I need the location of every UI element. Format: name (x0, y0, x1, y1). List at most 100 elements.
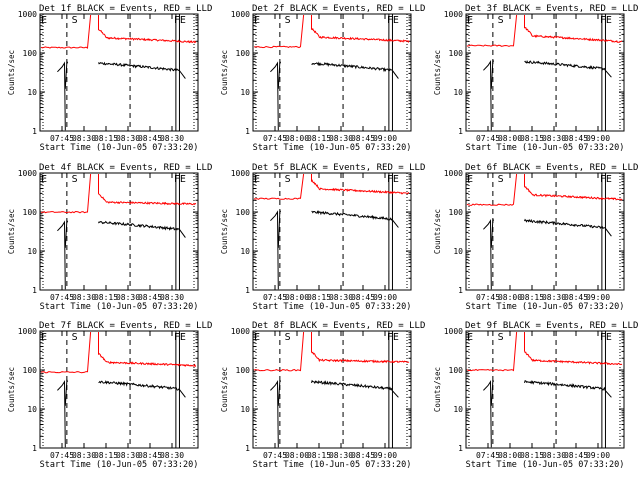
y-axis-label: Counts/sec (7, 367, 16, 412)
x-tick-label: 07:45 (476, 451, 500, 460)
y-tick-label: 10 (27, 405, 37, 414)
marker-e: E (41, 174, 47, 185)
x-tick-label: 08:00 (285, 451, 309, 460)
x-tick-label: 09:00 (586, 451, 610, 460)
marker-fe: FE (174, 15, 186, 26)
y-tick-label: 1 (245, 286, 250, 295)
lld-series (466, 173, 623, 206)
marker-e: E (467, 174, 473, 185)
marker-fe: FE (600, 174, 612, 185)
y-tick-label: 1000 (444, 169, 463, 178)
x-axis-label: Start Time (10-Jun-05 07:33:20) (253, 143, 412, 153)
x-tick-label: 08:45 (351, 134, 375, 143)
x-tick-label: 07:45 (476, 293, 500, 302)
x-tick-label: 08:30 (72, 451, 96, 460)
x-tick-label: 08:30 (329, 451, 353, 460)
panel-title: Det 2f BLACK = Events, RED = LLD (252, 4, 425, 14)
x-tick-label: 07:45 (50, 451, 74, 460)
panel-title: Det 6f BLACK = Events, RED = LLD (465, 163, 638, 173)
plot-frame (465, 172, 625, 291)
x-tick-label: 08:00 (285, 293, 309, 302)
x-tick-label: 07:45 (50, 134, 74, 143)
panel-title: Det 1f BLACK = Events, RED = LLD (39, 4, 212, 14)
x-tick-label: 08:45 (351, 293, 375, 302)
x-axis-label: Start Time (10-Jun-05 07:33:20) (40, 143, 199, 153)
x-tick-label: 08:00 (285, 134, 309, 143)
marker-s: S (498, 332, 504, 343)
x-tick-label: 08:00 (498, 293, 522, 302)
lld-series (466, 331, 623, 372)
y-tick-label: 1 (245, 127, 250, 136)
y-tick-label: 100 (236, 49, 251, 58)
x-tick-label: 09:00 (373, 451, 397, 460)
y-tick-label: 10 (453, 88, 463, 97)
x-tick-label: 08:00 (498, 451, 522, 460)
y-tick-label: 100 (449, 366, 464, 375)
marker-s: S (285, 174, 291, 185)
y-axis-label: Counts/sec (433, 367, 442, 412)
y-tick-label: 100 (449, 49, 464, 58)
y-tick-label: 1000 (18, 10, 37, 19)
marker-fe: FE (600, 15, 612, 26)
plot-frame (252, 172, 412, 291)
x-tick-label: 09:00 (373, 293, 397, 302)
x-tick-label: 08:30 (160, 134, 184, 143)
plot-frame (465, 13, 625, 132)
lld-series (254, 14, 410, 49)
marker-s: S (285, 15, 291, 26)
events-series (270, 61, 399, 131)
plot-frame (465, 330, 625, 449)
marker-s: S (498, 15, 504, 26)
x-tick-label: 08:45 (564, 293, 588, 302)
y-tick-label: 100 (236, 208, 251, 217)
y-tick-label: 10 (27, 88, 37, 97)
y-tick-label: 10 (240, 247, 250, 256)
events-series (270, 379, 399, 448)
marker-fe: FE (174, 332, 186, 343)
y-tick-label: 1000 (231, 169, 250, 178)
panel-title: Det 3f BLACK = Events, RED = LLD (465, 4, 638, 14)
events-series (483, 379, 612, 448)
marker-e: E (41, 15, 47, 26)
x-tick-label: 08:45 (564, 451, 588, 460)
x-tick-label: 07:45 (263, 293, 287, 302)
plot-frame (252, 330, 412, 449)
y-tick-label: 1000 (444, 10, 463, 19)
y-tick-label: 100 (449, 208, 464, 217)
x-tick-label: 07:45 (476, 134, 500, 143)
x-tick-label: 08:30 (542, 134, 566, 143)
y-axis-label: Counts/sec (7, 209, 16, 254)
x-axis-label: Start Time (10-Jun-05 07:33:20) (466, 302, 625, 312)
panel-title: Det 5f BLACK = Events, RED = LLD (252, 163, 425, 173)
marker-e: E (467, 15, 473, 26)
marker-s: S (285, 332, 291, 343)
x-tick-label: 08:45 (138, 293, 162, 302)
x-tick-label: 08:15 (307, 134, 331, 143)
events-series (483, 218, 612, 290)
y-tick-label: 1 (458, 127, 463, 136)
y-tick-label: 10 (27, 247, 37, 256)
marker-e: E (41, 332, 47, 343)
plot-frame (252, 13, 412, 132)
x-tick-label: 08:30 (329, 134, 353, 143)
x-tick-label: 08:45 (351, 451, 375, 460)
y-tick-label: 10 (240, 88, 250, 97)
y-tick-label: 1 (32, 127, 37, 136)
lld-series (253, 331, 410, 372)
x-axis-label: Start Time (10-Jun-05 07:33:20) (40, 302, 199, 312)
marker-fe: FE (600, 332, 612, 343)
y-tick-label: 1 (245, 444, 250, 453)
lld-series (40, 331, 197, 374)
x-tick-label: 08:45 (138, 134, 162, 143)
marker-fe: FE (174, 174, 186, 185)
x-axis-label: Start Time (10-Jun-05 07:33:20) (253, 460, 412, 470)
x-tick-label: 08:45 (138, 451, 162, 460)
marker-e: E (467, 332, 473, 343)
